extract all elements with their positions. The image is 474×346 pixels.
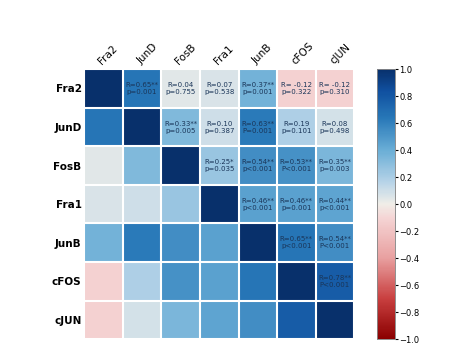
Bar <box>84 301 123 339</box>
Bar <box>277 146 316 185</box>
Bar <box>84 146 123 185</box>
Text: R=0.54**
P<0.001: R=0.54** P<0.001 <box>319 236 351 249</box>
Bar <box>200 146 238 185</box>
Bar <box>123 146 161 185</box>
Bar <box>277 262 316 301</box>
Bar <box>200 224 238 262</box>
Text: R=0.54**
p<0.001: R=0.54** p<0.001 <box>241 159 274 172</box>
Bar <box>277 301 316 339</box>
Text: R=0.53**
P<0.001: R=0.53** P<0.001 <box>280 159 313 172</box>
Bar <box>161 185 200 224</box>
Text: R= -0.12
p=0.310: R= -0.12 p=0.310 <box>319 82 350 95</box>
Bar <box>161 301 200 339</box>
Bar <box>161 262 200 301</box>
Text: R= -0.12
p=0.322: R= -0.12 p=0.322 <box>281 82 312 95</box>
Bar <box>316 185 354 224</box>
Bar <box>200 185 238 224</box>
Bar <box>238 224 277 262</box>
Bar <box>84 185 123 224</box>
Text: R=0.63**
P=0.001: R=0.63** P=0.001 <box>241 120 274 134</box>
Bar <box>123 108 161 146</box>
Bar <box>316 146 354 185</box>
Bar <box>238 185 277 224</box>
Text: R=0.46**
p<0.001: R=0.46** p<0.001 <box>241 198 274 211</box>
Text: R=0.07
p=0.538: R=0.07 p=0.538 <box>204 82 235 95</box>
Bar <box>200 301 238 339</box>
Text: R=0.65**
p<0.001: R=0.65** p<0.001 <box>280 236 313 249</box>
Text: R=0.25*
p=0.035: R=0.25* p=0.035 <box>204 159 235 172</box>
Bar <box>316 224 354 262</box>
Bar <box>123 69 161 108</box>
Text: R=0.78**
P<0.001: R=0.78** P<0.001 <box>319 275 351 288</box>
Bar <box>123 224 161 262</box>
Bar <box>277 108 316 146</box>
Bar <box>123 262 161 301</box>
Text: R=0.10
p=0.387: R=0.10 p=0.387 <box>204 120 235 134</box>
Bar <box>316 108 354 146</box>
Bar <box>84 224 123 262</box>
Bar <box>316 262 354 301</box>
Text: R=0.08
p=0.498: R=0.08 p=0.498 <box>319 120 350 134</box>
Bar <box>277 69 316 108</box>
Bar <box>277 185 316 224</box>
Bar <box>123 301 161 339</box>
Bar <box>238 262 277 301</box>
Bar <box>84 69 123 108</box>
Text: R=0.37**
p=0.001: R=0.37** p=0.001 <box>241 82 274 95</box>
Bar <box>161 224 200 262</box>
Bar <box>316 301 354 339</box>
Bar <box>200 69 238 108</box>
Bar <box>277 224 316 262</box>
Bar <box>161 146 200 185</box>
Bar <box>84 262 123 301</box>
Text: R=0.04
p=0.755: R=0.04 p=0.755 <box>165 82 196 95</box>
Text: R=0.33**
p=0.005: R=0.33** p=0.005 <box>164 120 197 134</box>
Text: R=0.44**
p<0.001: R=0.44** p<0.001 <box>319 198 351 211</box>
Bar <box>238 108 277 146</box>
Bar <box>161 69 200 108</box>
Bar <box>238 146 277 185</box>
Bar <box>161 108 200 146</box>
Text: R=0.46**
p=0.001: R=0.46** p=0.001 <box>280 198 313 211</box>
Bar <box>238 69 277 108</box>
Bar <box>238 301 277 339</box>
Text: R=0.65**
p=0.001: R=0.65** p=0.001 <box>126 82 159 95</box>
Text: R=0.19
p=0.101: R=0.19 p=0.101 <box>281 120 311 134</box>
Bar <box>123 185 161 224</box>
Bar <box>316 69 354 108</box>
Bar <box>200 108 238 146</box>
Text: R=0.35**
p=0.003: R=0.35** p=0.003 <box>319 159 351 172</box>
Bar <box>200 262 238 301</box>
Bar <box>84 108 123 146</box>
